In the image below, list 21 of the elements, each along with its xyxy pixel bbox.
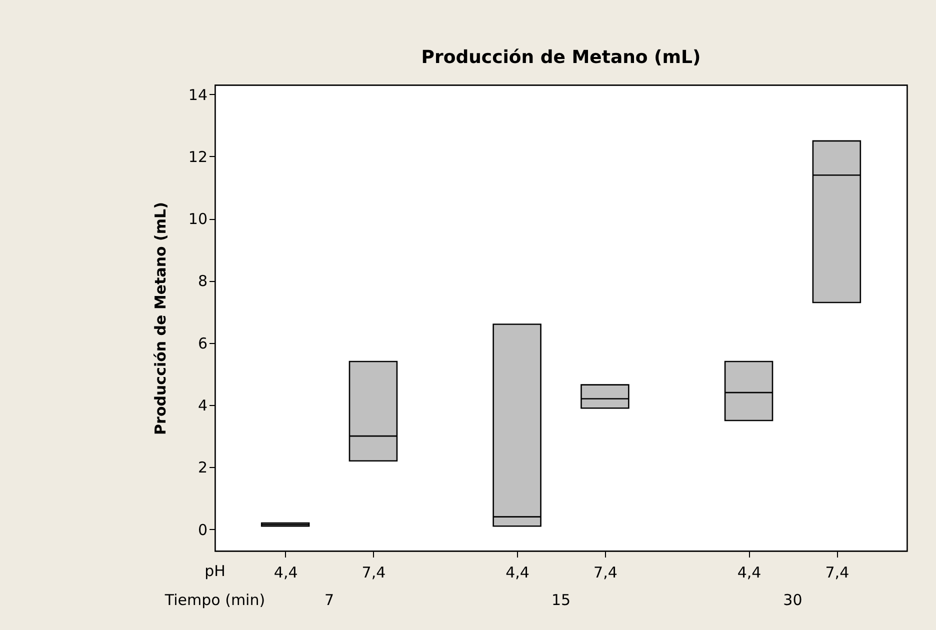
x-tick-label: 7,4	[362, 564, 386, 582]
x-tick-label: 7,4	[825, 564, 850, 582]
y-tick-label: 6	[198, 334, 208, 352]
y-tick-label: 12	[188, 148, 208, 166]
x-tick-label: 7,4	[594, 564, 618, 582]
text: 7	[324, 591, 334, 609]
y-axis-title: Producción de Metano (mL)	[151, 202, 170, 435]
text: pH	[204, 562, 226, 580]
y-tick-label: 0	[198, 520, 208, 539]
text: 15	[551, 591, 571, 609]
x-tick-label: 4,4	[274, 564, 298, 582]
y-tick-label: 8	[198, 272, 208, 290]
y-tick-label: 2	[198, 458, 208, 477]
y-tick-label: 10	[188, 210, 208, 228]
x-tick-label: 4,4	[506, 564, 530, 582]
y-tick-label: 4	[198, 396, 208, 414]
text: 30	[783, 591, 802, 609]
y-tick-label: 14	[188, 86, 208, 104]
chart-title: Producción de Metano (mL)	[421, 47, 701, 68]
text: Tiempo (min)	[164, 591, 266, 609]
x-tick-label: 4,4	[737, 564, 762, 582]
